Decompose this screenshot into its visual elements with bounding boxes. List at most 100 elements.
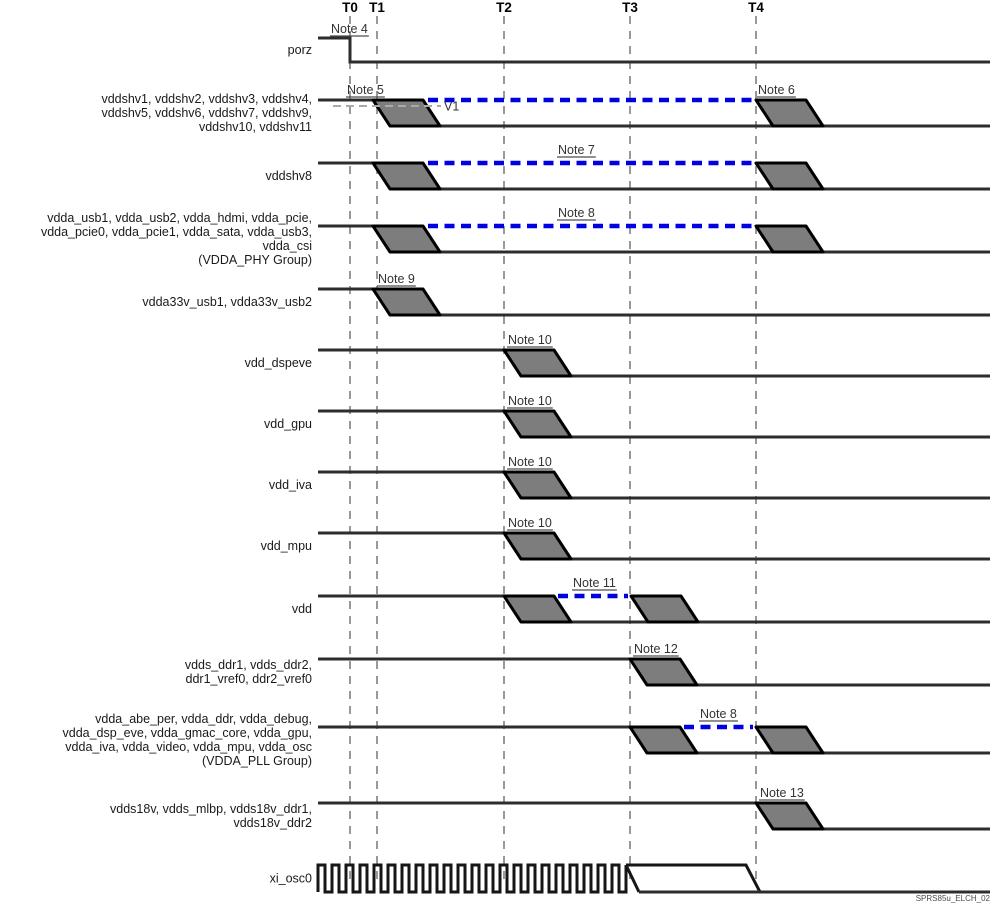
time-marker-label-t0: T0 <box>342 0 358 15</box>
signal-label-vdd-gpu: vdd_gpu <box>264 417 312 431</box>
note-label-vdd-mpu: Note 10 <box>508 516 552 530</box>
signal-row-vdd-iva: vdd_iva Note 10 <box>269 455 990 500</box>
note-label-vdds18v: Note 13 <box>760 786 804 800</box>
signal-label-vdda-pll-group: vdda_abe_per, vdda_ddr, vdda_debug, vdda_… <box>63 712 313 768</box>
signal-label-vdda-phy-group: vdda_usb1, vdda_usb2, vdda_hdmi, vdda_pc… <box>41 211 312 267</box>
signal-label-line: vdda_usb1, vdda_usb2, vdda_hdmi, vdda_pc… <box>47 211 312 225</box>
time-marker-labels: T0 T1 T2 T3 T4 <box>342 0 764 15</box>
ramp-down-vdd-dspeve-1 <box>502 348 573 378</box>
signal-row-vddshv8: vddshv8 Note 7 <box>265 143 990 191</box>
signal-label-line: (VDDA_PHY Group) <box>198 253 312 267</box>
note-label-vddshv8: Note 7 <box>558 143 595 157</box>
signal-label-vdd-dspeve: vdd_dspeve <box>245 356 312 370</box>
time-marker-label-t3: T3 <box>622 0 638 15</box>
ramp-down-vdda33v-1 <box>371 287 442 317</box>
time-marker-label-t1: T1 <box>369 0 385 15</box>
note-label-vdda-pll-group: Note 8 <box>700 707 737 721</box>
note-label-vdda-phy-group: Note 8 <box>558 206 595 220</box>
ramp-down-vddshv-group-2 <box>754 98 825 128</box>
signal-row-vdda33v: vdda33v_usb1, vdda33v_usb2 Note 9 <box>142 272 990 317</box>
signal-rows: porz Note 4 vddshv1, vddshv2, vddshv3, vdd… <box>41 22 990 894</box>
signal-row-vdda-phy-group: vdda_usb1, vdda_usb2, vdda_hdmi, vdda_pc… <box>41 206 990 267</box>
signal-label-line: vdd_mpu <box>261 539 312 553</box>
signal-label-line: vdd_dspeve <box>245 356 312 370</box>
ramp-down-vdd-mpu-1 <box>502 531 573 561</box>
signal-label-line: vdds18v_ddr2 <box>233 816 312 830</box>
signal-label-line: vdda_iva, vdda_video, vdda_mpu, vdda_osc <box>65 740 312 754</box>
ramp-down-vdd-iva-1 <box>502 470 573 500</box>
clock-envelope-top <box>626 863 762 893</box>
ramp-down-vdds-ddr-1 <box>628 657 699 687</box>
ramp-down-vddshv-group-1 <box>371 98 442 128</box>
note-label-vdd-iva: Note 10 <box>508 455 552 469</box>
signal-label-line: vdda_csi <box>263 239 312 253</box>
signal-label-line: vdd <box>292 602 312 616</box>
ramp-down-vdda-pll-group-2 <box>754 725 825 755</box>
note-label-vdds-ddr: Note 12 <box>634 642 678 656</box>
ramp-down-vdd-1 <box>502 594 573 624</box>
note-label-vdd: Note 11 <box>573 576 616 590</box>
ramp-down-vdd-gpu-1 <box>502 409 573 439</box>
time-marker-label-t2: T2 <box>496 0 512 15</box>
signal-label-vdda33v: vdda33v_usb1, vdda33v_usb2 <box>142 295 312 309</box>
signal-label-line: ddr1_vref0, ddr2_vref0 <box>186 672 313 686</box>
signal-label-vdd-mpu: vdd_mpu <box>261 539 312 553</box>
ramp-down-vddshv8-1 <box>371 161 442 191</box>
ramp-down-vdd-2 <box>629 594 700 624</box>
signal-row-vddshv-group: vddshv1, vddshv2, vddshv3, vddshv4, vddsh… <box>101 83 990 134</box>
signal-label-line: porz <box>288 43 312 57</box>
note-label-vddshv-group: Note 5 <box>347 83 384 97</box>
time-marker-label-t4: T4 <box>748 0 764 15</box>
signal-row-vdd-mpu: vdd_mpu Note 10 <box>261 516 990 561</box>
watermark-text: SPRS85u_ELCH_02 <box>916 894 991 903</box>
figure-watermark: SPRS85u_ELCH_02 <box>916 894 991 903</box>
signal-label-vdds18v: vdds18v, vdds_mlbp, vdds18v_ddr1, vdds18v… <box>110 802 312 830</box>
ramp-down-vdds18v-1 <box>754 801 825 831</box>
ramp-down-vddshv8-2 <box>754 161 825 191</box>
ramp-down-vdda-pll-group-1 <box>628 725 699 755</box>
time-gridlines <box>349 16 757 880</box>
signal-label-xi-osc0: xi_osc0 <box>270 872 312 886</box>
signal-label-line: vddshv8 <box>265 169 312 183</box>
signal-label-line: vddshv10, vddshv11 <box>199 120 312 134</box>
ramp-down-vdda-phy-group-2 <box>754 224 825 254</box>
note-label-vddshv-group: Note 6 <box>758 83 795 97</box>
signal-label-line: xi_osc0 <box>270 872 312 886</box>
signal-label-line: vdds18v, vdds_mlbp, vdds18v_ddr1, <box>110 802 312 816</box>
v1-reference-label: V1 <box>444 100 459 114</box>
note-label-vdd-dspeve: Note 10 <box>508 333 552 347</box>
wave-step-porz <box>318 36 990 64</box>
signal-row-xi-osc0: xi_osc0 <box>270 863 990 894</box>
signal-label-line: vdda_pcie0, vdda_pcie1, vdda_sata, vdda_… <box>41 225 312 239</box>
signal-label-line: (VDDA_PLL Group) <box>202 754 312 768</box>
note-label-vdd-gpu: Note 10 <box>508 394 552 408</box>
signal-row-vdda-pll-group: vdda_abe_per, vdda_ddr, vdda_debug, vdda_… <box>63 707 990 768</box>
signal-label-porz: porz <box>288 43 312 57</box>
signal-row-vdd-dspeve: vdd_dspeve Note 10 <box>245 333 990 378</box>
signal-label-line: vdd_gpu <box>264 417 312 431</box>
signal-label-line: vdda_dsp_eve, vdda_gmac_core, vdda_gpu, <box>63 726 313 740</box>
signal-label-vddshv-group: vddshv1, vddshv2, vddshv3, vddshv4, vddsh… <box>101 92 312 134</box>
signal-row-vdd-gpu: vdd_gpu Note 10 <box>264 394 990 439</box>
signal-row-vdds-ddr: vdds_ddr1, vdds_ddr2, ddr1_vref0, ddr2_vr… <box>185 642 990 687</box>
signal-label-line: vdda_abe_per, vdda_ddr, vdda_debug, <box>95 712 312 726</box>
signal-label-vdd-iva: vdd_iva <box>269 478 312 492</box>
signal-label-line: vdda33v_usb1, vdda33v_usb2 <box>142 295 312 309</box>
signal-row-vdd: vdd Note 11 <box>292 576 990 624</box>
signal-label-line: vddshv5, vddshv6, vddshv7, vddshv9, <box>101 106 312 120</box>
clock-wave-xi-osc0 <box>316 863 628 894</box>
clock-envelope-left-slant <box>624 864 641 893</box>
signal-label-line: vdd_iva <box>269 478 312 492</box>
signal-row-porz: porz Note 4 <box>288 22 990 64</box>
signal-label-vdds-ddr: vdds_ddr1, vdds_ddr2, ddr1_vref0, ddr2_vr… <box>185 658 312 686</box>
signal-label-vddshv8: vddshv8 <box>265 169 312 183</box>
signal-label-line: vddshv1, vddshv2, vddshv3, vddshv4, <box>101 92 312 106</box>
signal-label-vdd: vdd <box>292 602 312 616</box>
signal-row-vdds18v: vdds18v, vdds_mlbp, vdds18v_ddr1, vdds18v… <box>110 786 990 831</box>
ramp-down-vdda-phy-group-1 <box>371 224 442 254</box>
signal-label-line: vdds_ddr1, vdds_ddr2, <box>185 658 312 672</box>
note-label-porz: Note 4 <box>331 22 368 36</box>
note-label-vdda33v: Note 9 <box>378 272 415 286</box>
